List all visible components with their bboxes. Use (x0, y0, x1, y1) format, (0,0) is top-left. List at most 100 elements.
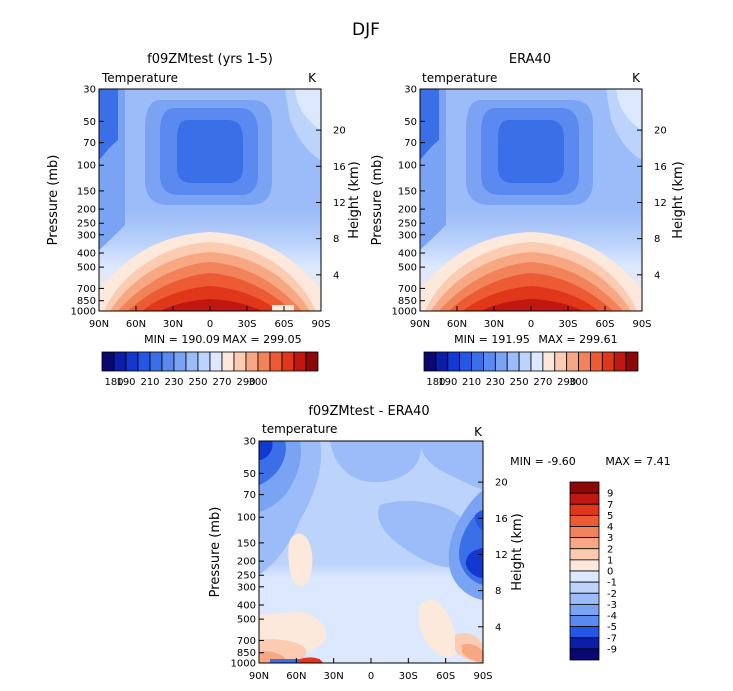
panel-model: f09ZMtest (yrs 1-5) Temperature K 30 50 70… (46, 52, 362, 388)
colorbar-label: 290 (557, 377, 576, 388)
colorbar-swatch (506, 351, 520, 372)
pressure-tick-label: 700 (237, 636, 256, 647)
colorbar-label: 300 (569, 377, 588, 388)
colorbar-label: -9 (607, 644, 617, 655)
lat-tick-label: 0 (528, 319, 534, 330)
colorbar-swatch (435, 351, 449, 372)
colorbar-swatch (569, 481, 600, 494)
colorbar-label: 180 (426, 377, 445, 388)
colorbar-swatch (569, 570, 600, 583)
colorbar-swatch (233, 351, 247, 372)
panel-era40-field (420, 89, 642, 311)
pressure-tick-label: 700 (398, 284, 417, 295)
lat-tick-label: 60S (436, 671, 455, 682)
colorbar-swatch (569, 626, 600, 639)
panel-difference-units: K (474, 425, 483, 439)
pressure-tick-label: 100 (237, 513, 256, 524)
colorbar-swatch (569, 637, 600, 650)
pressure-tick-label: 100 (398, 161, 417, 172)
colorbar-swatch (257, 351, 271, 372)
panel-difference-left-label: temperature (262, 422, 337, 436)
colorbar-swatch (125, 351, 139, 372)
pressure-tick-label: 300 (237, 582, 256, 593)
pressure-tick-label: 250 (77, 219, 96, 230)
height-tick-label: 8 (333, 234, 339, 245)
lat-tick-label: 30N (324, 671, 344, 682)
panel-difference-max: MAX = 7.41 (605, 455, 670, 468)
panel-model-lat-ticks: 90N 60N 30N 0 30S 60S 90S (89, 306, 331, 330)
pressure-tick-label: 30 (243, 437, 256, 448)
height-tick-label: 8 (654, 234, 660, 245)
colorbar-label: -4 (607, 611, 617, 622)
pressure-tick-label: 850 (398, 296, 417, 307)
pressure-tick-label: 1000 (231, 659, 256, 670)
colorbar-swatch (149, 351, 163, 372)
colorbar-swatch (161, 351, 175, 372)
panel-difference-lat-ticks: 90N 60N 30N 0 30S 60S 90S (249, 658, 493, 682)
colorbar-swatch (569, 526, 600, 539)
panel-era40-ylabel: Pressure (mb) (370, 155, 385, 246)
height-tick-label: 12 (333, 198, 346, 209)
colorbar-swatch (569, 581, 600, 594)
colorbar-swatch (423, 351, 437, 372)
pressure-tick-label: 400 (237, 600, 256, 611)
height-tick-label: 20 (654, 126, 667, 137)
colorbar-label: 300 (248, 377, 267, 388)
colorbar-swatch (578, 351, 591, 372)
lat-tick-label: 90N (89, 319, 109, 330)
pressure-tick-label: 50 (404, 117, 417, 128)
height-tick-label: 8 (495, 586, 501, 597)
colorbar-label: 3 (607, 533, 613, 544)
colorbar-label: 250 (188, 377, 207, 388)
panel-model-min: MIN = 190.09 (144, 333, 220, 346)
panel-difference: f09ZMtest - ERA40 temperature K (208, 404, 671, 682)
pressure-tick-label: 250 (398, 219, 417, 230)
colorbar-swatch (601, 351, 615, 372)
pressure-tick-label: 100 (77, 161, 96, 172)
colorbar-label: 270 (533, 377, 552, 388)
colorbar-swatch (185, 351, 199, 372)
colorbar-swatch (447, 351, 461, 372)
colorbar-swatch (625, 351, 639, 372)
colorbar-swatch (281, 351, 295, 372)
pressure-tick-label: 150 (237, 538, 256, 549)
colorbar-swatch (113, 351, 127, 372)
colorbar-swatch (293, 351, 307, 372)
pressure-tick-label: 500 (77, 263, 96, 274)
panel-difference-height-ticks: 20 16 12 8 4 (478, 478, 508, 633)
colorbar-swatch (569, 648, 600, 661)
height-tick-label: 20 (495, 478, 508, 489)
colorbar-label: 210 (140, 377, 159, 388)
colorbar-swatch (221, 351, 235, 372)
colorbar-label: 290 (236, 377, 255, 388)
colorbar-label: 7 (607, 500, 613, 511)
panel-difference-right-label: Height (km) (510, 513, 525, 590)
colorbar-label: 230 (164, 377, 183, 388)
colorbar-swatch (197, 351, 211, 372)
lat-tick-label: 0 (368, 671, 374, 682)
colorbar-swatch (569, 592, 600, 605)
panel-era40-max: MAX = 299.61 (538, 333, 617, 346)
colorbar-swatch (209, 351, 223, 372)
colorbar-label: 180 (104, 377, 123, 388)
pressure-tick-label: 200 (77, 205, 96, 216)
panel-model-height-ticks: 20 16 12 8 4 (316, 126, 346, 281)
colorbar-label: 230 (486, 377, 505, 388)
colorbar-label: 9 (607, 489, 613, 500)
pressure-tick-label: 500 (237, 615, 256, 626)
pressure-tick-label: 30 (83, 85, 96, 96)
pressure-tick-label: 200 (237, 557, 256, 568)
pressure-tick-label: 70 (243, 490, 256, 501)
colorbar-swatch (569, 537, 600, 550)
colorbar-swatch (569, 492, 600, 505)
panel-difference-ylabel: Pressure (mb) (208, 507, 223, 598)
height-tick-label: 16 (495, 514, 508, 525)
colorbar-swatch (101, 351, 115, 372)
panel-model-right-label: Height (km) (347, 161, 362, 238)
height-tick-label: 20 (333, 126, 346, 137)
lat-tick-label: 60N (126, 319, 146, 330)
